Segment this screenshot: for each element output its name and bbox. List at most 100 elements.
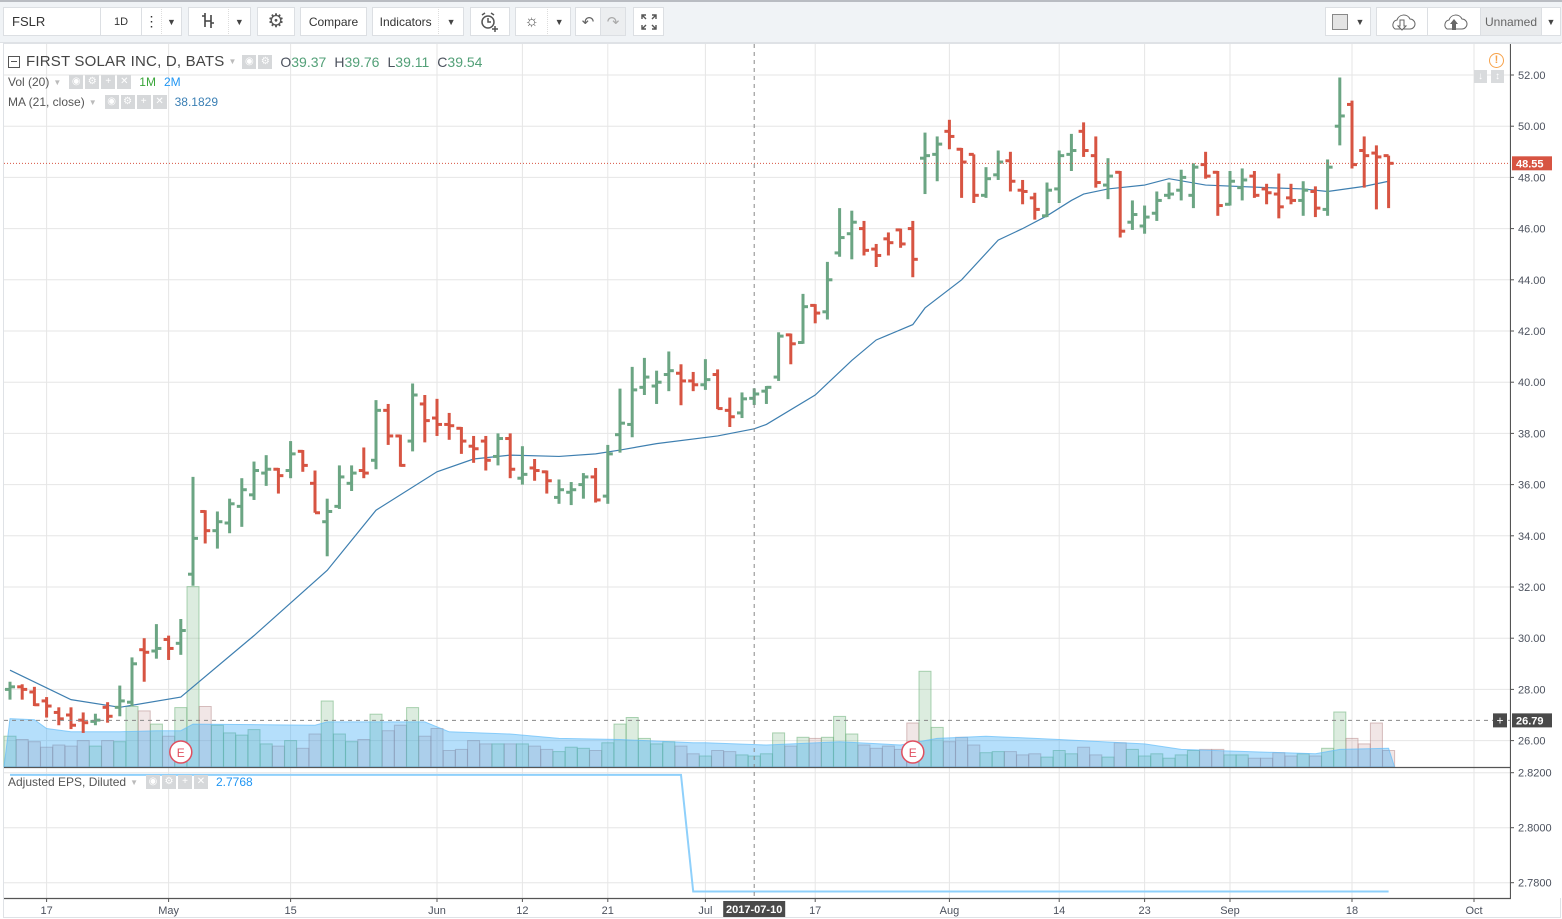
plus-icon[interactable]: + [178, 775, 192, 789]
chevron-down-icon: ▼ [554, 16, 564, 27]
layout-menu-button[interactable]: ▼ [1541, 7, 1561, 36]
layout-name-button[interactable]: Unnamed [1480, 7, 1542, 36]
time-axis-label: Aug [940, 905, 960, 917]
ohlc-bar [688, 371, 699, 392]
ohlc-bar [1237, 168, 1248, 201]
gear-icon[interactable]: ⚙ [85, 75, 100, 89]
eps-label[interactable]: Adjusted EPS, Diluted [8, 775, 127, 789]
ohlc-bar [651, 370, 662, 404]
crosshair-plus-button[interactable] [1493, 713, 1507, 728]
ohlc-bar [810, 303, 821, 324]
eye-icon[interactable]: ◉ [242, 54, 257, 69]
eye-icon[interactable]: ◉ [146, 775, 160, 789]
color-square-icon [1331, 13, 1348, 30]
interval-menu-button[interactable]: ⋮ ▼ [141, 7, 182, 36]
ohlc-bar [615, 388, 625, 453]
collapse-icon[interactable] [8, 55, 20, 68]
scale-arrow-down-icon[interactable]: ↓ [1474, 70, 1487, 83]
gear-icon[interactable]: ⚙ [162, 775, 176, 789]
crosshair-price-label: 26.79 [1516, 715, 1544, 727]
lightbulb-button[interactable]: ☼ ▼ [515, 7, 571, 36]
ohlc-bar [480, 435, 491, 471]
ohlc-bar [590, 467, 601, 503]
ohlc-bar [944, 119, 955, 150]
gear-icon[interactable]: ⚙ [258, 54, 273, 69]
chevron-down-icon: ▼ [446, 16, 456, 27]
series-title[interactable]: FIRST SOLAR INC, D, BATS [26, 53, 225, 70]
fullscreen-icon[interactable] [633, 7, 664, 36]
ohlc-bar [1359, 136, 1370, 188]
redo-icon[interactable]: ↷ [600, 7, 626, 36]
symbol-input[interactable]: FSLR [3, 7, 101, 36]
chevron-down-icon[interactable]: ▼ [53, 77, 62, 87]
gear-icon[interactable]: ⚙ [257, 7, 295, 36]
time-axis-label: 15 [284, 905, 296, 917]
ohlc-bar [41, 697, 52, 718]
plus-icon[interactable]: + [136, 95, 151, 109]
ohlc-bar [236, 478, 247, 527]
ohlc-bar [1261, 183, 1272, 205]
indicators-button[interactable]: Indicators ▼ [372, 7, 464, 36]
close-icon[interactable]: ✕ [194, 775, 208, 789]
close-icon[interactable]: ✕ [117, 75, 132, 89]
volume-value: 1M [139, 75, 156, 89]
alarm-add-icon[interactable] [470, 7, 510, 36]
color-picker-button[interactable]: ▼ [1325, 7, 1371, 36]
chevron-down-icon[interactable]: ▼ [130, 777, 138, 787]
scale-arrows-icon[interactable]: ↕ [1491, 70, 1504, 83]
ohlc-bar [676, 364, 686, 406]
interval-button[interactable]: 1D [100, 7, 142, 36]
compare-button[interactable]: Compare [300, 7, 367, 36]
ohlc-bar [127, 657, 137, 707]
chart-style-button[interactable]: ▼ [188, 7, 251, 36]
chevron-down-icon[interactable]: ▼ [88, 97, 97, 107]
ohlc-bar [17, 684, 28, 700]
ohlc-bar [895, 228, 906, 248]
close-icon[interactable]: ✕ [152, 95, 167, 109]
volume-ma-value: 2M [163, 75, 181, 89]
ohlc-bar [273, 467, 284, 494]
time-axis-label: 17 [40, 905, 52, 917]
earnings-marker-circle [901, 740, 925, 764]
earnings-marker-label: E [909, 746, 917, 760]
ohlc-bar [249, 461, 259, 500]
warning-icon[interactable]: ! [1489, 53, 1504, 68]
eye-icon[interactable]: ◉ [104, 95, 119, 109]
crosshair-date-badge [723, 901, 786, 917]
earnings-marker[interactable]: E [901, 740, 925, 764]
undo-icon[interactable]: ↶ [575, 7, 601, 36]
ohlc-bar [981, 167, 991, 198]
volume-label[interactable]: Vol (20) [8, 75, 50, 89]
price-axis-label: 26.00 [1518, 736, 1546, 748]
ohlc-bar [1298, 181, 1309, 216]
ohlc-bar [493, 433, 503, 466]
eye-icon[interactable]: ◉ [69, 75, 84, 89]
ohlc-bar [1151, 191, 1162, 221]
earnings-marker[interactable]: E [169, 740, 193, 764]
time-axis-label: May [158, 905, 179, 917]
ohlc-bar [1139, 205, 1150, 234]
cloud-upload-icon[interactable] [1427, 7, 1481, 36]
ohlc-bar [1054, 150, 1065, 203]
ohlc-bar [541, 470, 552, 494]
ma-label[interactable]: MA (21, close) [8, 95, 85, 109]
ohlc-bar [566, 482, 577, 506]
ohlc-bar [395, 434, 406, 467]
time-axis-label: Jun [428, 905, 446, 917]
crosshair-price-badge [1512, 713, 1552, 728]
ohlc-bar [1176, 169, 1187, 201]
ohlc-bar [1005, 151, 1016, 192]
volume-ma-area [3, 718, 1396, 768]
ohlc-bar [737, 392, 747, 419]
ohlc-bar [1310, 186, 1321, 218]
ohlc-bar [371, 400, 381, 470]
ohlc-bar [968, 152, 979, 203]
gear-icon[interactable]: ⚙ [120, 95, 135, 109]
ohlc-bar [1115, 170, 1126, 238]
chevron-down-icon[interactable]: ▼ [228, 57, 237, 66]
ohlc-bar [322, 498, 333, 557]
ohlc-bar [66, 707, 76, 730]
plus-icon[interactable]: + [101, 75, 116, 89]
plus-icon: + [1496, 713, 1503, 727]
